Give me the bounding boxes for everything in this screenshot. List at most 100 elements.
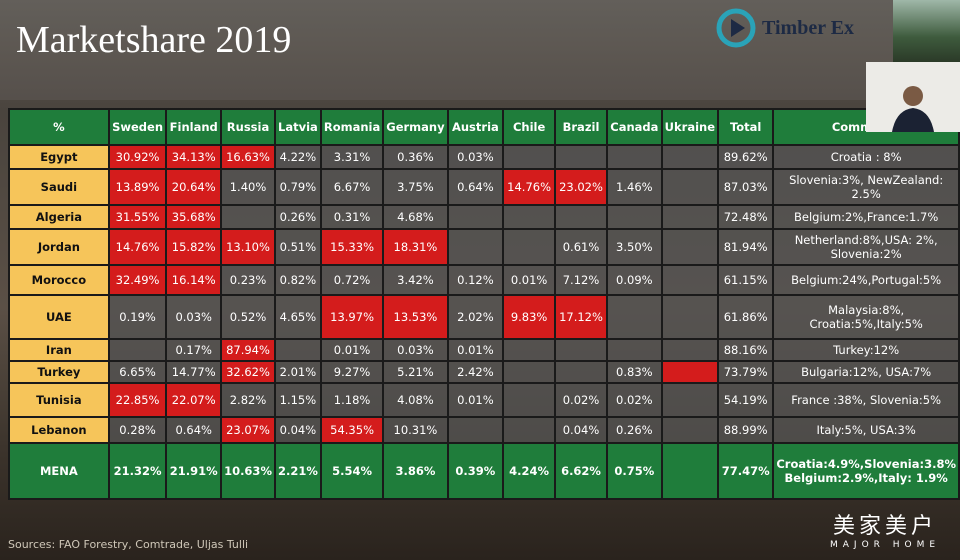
- data-cell: 54.35%: [319, 416, 385, 444]
- data-cell: 9.83%: [502, 294, 557, 340]
- data-cell: 0.04%: [554, 416, 608, 444]
- data-cell: 2.02%: [446, 294, 505, 340]
- data-cell: 6.65%: [107, 360, 168, 384]
- webcam-person: [866, 62, 960, 132]
- data-cell: [660, 228, 720, 266]
- data-cell: [605, 204, 663, 230]
- data-cell: 14.76%: [107, 228, 168, 266]
- data-cell: Turkey:12%: [772, 338, 960, 362]
- data-cell: 0.09%: [605, 264, 663, 296]
- data-cell: 0.72%: [319, 264, 385, 296]
- data-cell: 2.82%: [220, 382, 276, 418]
- source-note: Sources: FAO Forestry, Comtrade, Uljas T…: [8, 538, 249, 551]
- data-cell: [660, 168, 720, 206]
- data-cell: [446, 228, 505, 266]
- header-cell: Germany: [382, 108, 449, 146]
- watermark-main: 美家美户: [833, 514, 938, 539]
- data-cell: 0.03%: [446, 144, 505, 170]
- data-cell: [502, 382, 557, 418]
- data-cell: 22.07%: [165, 382, 223, 418]
- slide-top-band: [0, 0, 960, 100]
- data-cell: [107, 338, 168, 362]
- data-cell: [605, 294, 663, 340]
- data-cell: 34.13%: [165, 144, 223, 170]
- data-cell: 22.85%: [107, 382, 168, 418]
- data-cell: 0.28%: [107, 416, 168, 444]
- data-cell: 0.64%: [165, 416, 223, 444]
- data-cell: 16.14%: [165, 264, 223, 296]
- data-cell: 18.31%: [382, 228, 449, 266]
- data-cell: [502, 228, 557, 266]
- data-cell: 16.63%: [220, 144, 276, 170]
- header-cell: Brazil: [554, 108, 608, 146]
- data-cell: 0.52%: [220, 294, 276, 340]
- summary-row: MENA 21.32% 21.91% 10.63% 2.21% 5.54% 3.86% 0.3…: [8, 442, 960, 500]
- data-cell: 5.54%: [319, 442, 385, 500]
- data-cell: 0.79%: [273, 168, 322, 206]
- header-cell: Sweden: [107, 108, 168, 146]
- data-cell: 13.89%: [107, 168, 168, 206]
- tree-photo: [893, 0, 960, 62]
- data-cell: Slovenia:3%, NewZealand: 2.5%: [772, 168, 960, 206]
- table-row: Egypt 30.92% 34.13% 16.63% 4.22% 3.31% 0.36% 0.…: [8, 144, 960, 170]
- market-table: % Sweden Finland Russia Latvia Romania Germany…: [8, 108, 960, 500]
- data-cell: 15.33%: [319, 228, 385, 266]
- header-cell: Latvia: [273, 108, 322, 146]
- data-cell: [502, 416, 557, 444]
- data-cell: [660, 360, 720, 384]
- data-cell: 9.27%: [319, 360, 385, 384]
- watermark-sub: MAJOR HOME: [830, 540, 941, 550]
- data-cell: 4.65%: [273, 294, 322, 340]
- data-cell: [273, 338, 322, 362]
- row-label: Egypt: [8, 144, 110, 170]
- table-row: UAE 0.19% 0.03% 0.52% 4.65% 13.97% 13.53% 2.02%…: [8, 294, 960, 340]
- data-cell: 14.77%: [165, 360, 223, 384]
- data-cell: 2.01%: [273, 360, 322, 384]
- data-cell: 0.19%: [107, 294, 168, 340]
- data-cell: 3.42%: [382, 264, 449, 296]
- row-label: UAE: [8, 294, 110, 340]
- data-cell: 21.32%: [107, 442, 168, 500]
- data-cell: 13.53%: [382, 294, 449, 340]
- header-cell: Canada: [605, 108, 663, 146]
- data-cell: 6.62%: [554, 442, 608, 500]
- data-cell: 0.04%: [273, 416, 322, 444]
- webcam-overlay: [866, 62, 960, 132]
- data-cell: France :38%, Slovenia:5%: [772, 382, 960, 418]
- data-cell: 35.68%: [165, 204, 223, 230]
- data-cell: 1.15%: [273, 382, 322, 418]
- header-cell: Finland: [165, 108, 223, 146]
- data-cell: 0.83%: [605, 360, 663, 384]
- data-cell: Croatia : 8%: [772, 144, 960, 170]
- data-cell: 0.17%: [165, 338, 223, 362]
- row-label: Iran: [8, 338, 110, 362]
- data-cell: 1.46%: [605, 168, 663, 206]
- data-cell: 87.03%: [717, 168, 775, 206]
- data-cell: 13.10%: [220, 228, 276, 266]
- table-row: Morocco 32.49% 16.14% 0.23% 0.82% 0.72% 3.42% 0…: [8, 264, 960, 296]
- data-cell: 10.31%: [382, 416, 449, 444]
- data-cell: 23.02%: [554, 168, 608, 206]
- data-cell: [660, 204, 720, 230]
- row-label: Algeria: [8, 204, 110, 230]
- row-label: Tunisia: [8, 382, 110, 418]
- data-cell: [660, 264, 720, 296]
- data-cell: [660, 338, 720, 362]
- data-cell: Malaysia:8%, Croatia:5%,Italy:5%: [772, 294, 960, 340]
- data-cell: 54.19%: [717, 382, 775, 418]
- table-row: Lebanon 0.28% 0.64% 23.07% 0.04% 54.35% 10.31%…: [8, 416, 960, 444]
- header-cell: Total: [717, 108, 775, 146]
- data-cell: [605, 144, 663, 170]
- data-cell: 4.08%: [382, 382, 449, 418]
- data-cell: 81.94%: [717, 228, 775, 266]
- data-cell: [554, 144, 608, 170]
- data-cell: 21.91%: [165, 442, 223, 500]
- row-label: Lebanon: [8, 416, 110, 444]
- data-cell: 31.55%: [107, 204, 168, 230]
- data-cell: 0.36%: [382, 144, 449, 170]
- data-cell: 1.18%: [319, 382, 385, 418]
- data-cell: 2.42%: [446, 360, 505, 384]
- data-cell: 4.24%: [502, 442, 557, 500]
- data-cell: 32.62%: [220, 360, 276, 384]
- data-cell: 14.76%: [502, 168, 557, 206]
